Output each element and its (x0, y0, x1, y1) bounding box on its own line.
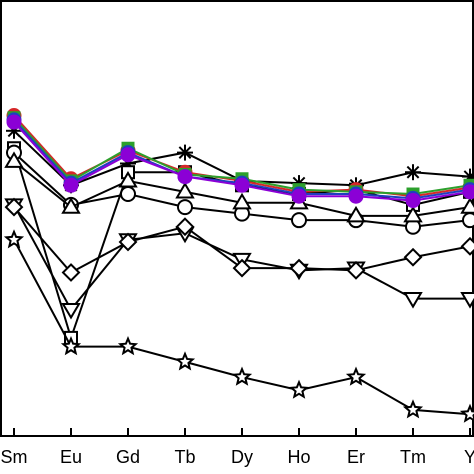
x-tick-label: Er (347, 447, 365, 467)
point-marker (117, 336, 139, 356)
point-marker (232, 192, 252, 210)
point-marker (175, 181, 195, 199)
x-tick-label: Eu (60, 447, 82, 467)
asterisk-stroke (406, 165, 420, 179)
x-tick-label: Tb (174, 447, 195, 467)
point-marker (61, 302, 81, 320)
point-marker (460, 236, 474, 256)
x-tick-label: Dy (231, 447, 253, 467)
point-marker (403, 247, 423, 267)
series-10 (4, 197, 474, 282)
x-tick-label: Sm (1, 447, 28, 467)
point-marker (291, 188, 307, 204)
point-marker (234, 177, 250, 193)
series-11 (3, 229, 474, 423)
asterisk-stroke (178, 146, 192, 159)
point-marker (60, 336, 82, 356)
point-marker (403, 205, 423, 223)
point-marker (118, 232, 138, 252)
x-axis-ticks: Sm Eu Gd Tb Dy Ho Er Tm Y (1, 428, 474, 467)
point-marker (405, 193, 421, 209)
point-marker (346, 260, 366, 280)
point-marker (4, 197, 24, 217)
point-marker (462, 184, 474, 200)
point-marker (177, 199, 193, 216)
point-marker (405, 164, 421, 181)
point-marker (289, 258, 309, 278)
point-marker (460, 197, 474, 214)
point-marker (63, 177, 79, 193)
point-marker (6, 114, 22, 130)
point-marker (61, 197, 81, 214)
point-marker (177, 144, 193, 161)
point-marker (346, 205, 366, 223)
point-marker (61, 263, 81, 282)
point-marker (288, 379, 310, 399)
point-marker (4, 151, 24, 168)
point-marker (459, 403, 474, 423)
point-marker (175, 217, 195, 237)
x-tick-label: Gd (116, 447, 140, 467)
point-marker (120, 147, 136, 163)
series-group (3, 108, 474, 423)
point-marker (231, 366, 253, 386)
point-marker (177, 169, 193, 185)
x-tick-label: Tm (400, 447, 426, 467)
point-marker (348, 188, 364, 204)
x-tick-label: Y (464, 447, 474, 467)
point-marker (120, 186, 136, 203)
point-marker (291, 212, 307, 229)
point-marker (462, 212, 474, 229)
point-marker (174, 351, 196, 371)
point-marker (118, 170, 138, 188)
point-marker (402, 399, 424, 419)
point-marker (3, 229, 25, 249)
series-4 (6, 114, 474, 209)
x-tick-label: Ho (287, 447, 310, 467)
point-marker (345, 366, 367, 386)
point-marker (403, 292, 423, 309)
point-marker (232, 258, 252, 278)
point-marker (460, 292, 474, 309)
